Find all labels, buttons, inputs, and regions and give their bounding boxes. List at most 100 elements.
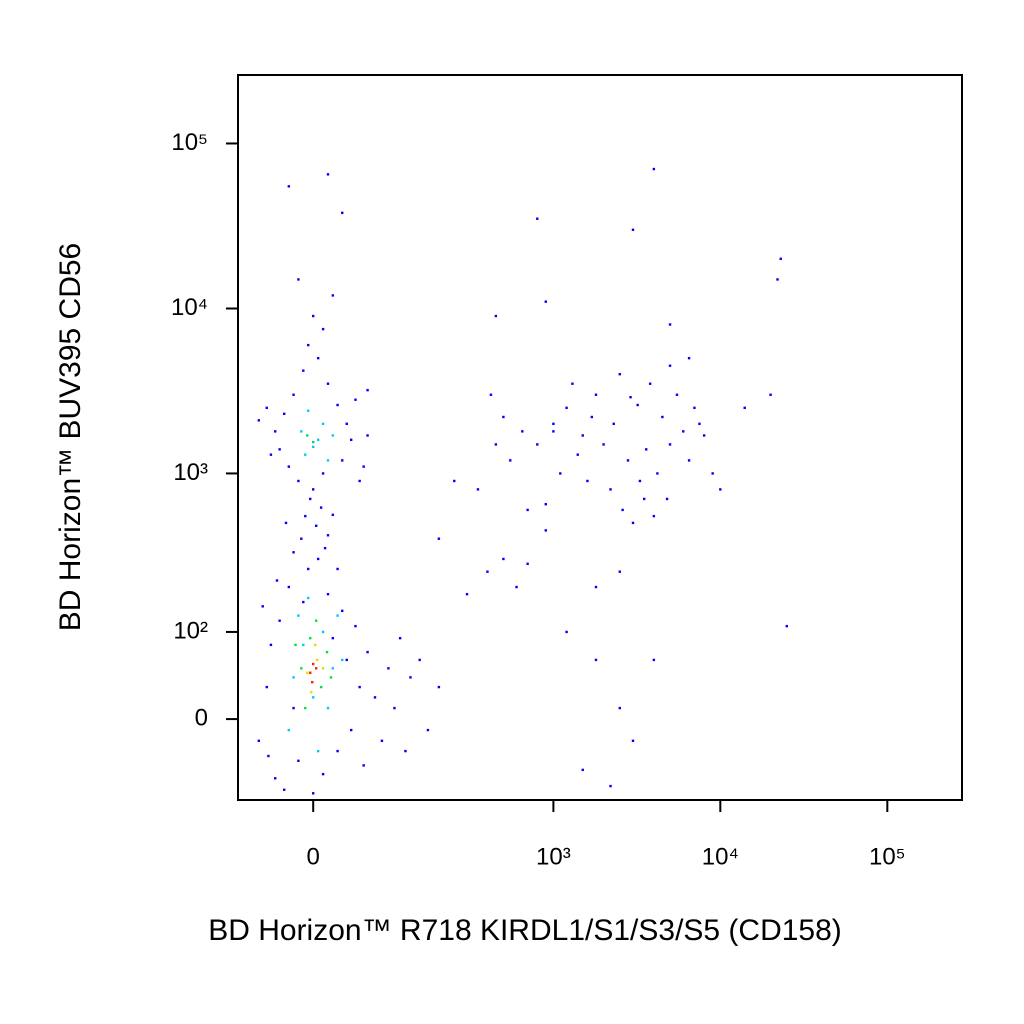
point xyxy=(275,579,279,582)
point xyxy=(325,650,329,654)
point xyxy=(297,278,300,281)
point xyxy=(304,453,307,456)
point xyxy=(609,488,612,491)
point xyxy=(362,465,365,468)
y-tick-label: 10⁴ xyxy=(171,294,208,321)
point xyxy=(631,521,635,525)
point xyxy=(326,592,330,596)
point xyxy=(453,479,456,483)
point xyxy=(316,749,320,753)
point xyxy=(565,406,568,410)
point xyxy=(302,600,305,604)
point xyxy=(312,440,315,444)
point xyxy=(652,658,656,662)
point xyxy=(287,465,291,468)
point xyxy=(331,636,335,640)
point xyxy=(287,728,291,732)
point xyxy=(319,685,323,689)
point xyxy=(314,619,318,622)
point xyxy=(645,448,648,451)
point xyxy=(509,459,512,462)
point xyxy=(398,636,402,640)
point xyxy=(594,585,598,589)
point xyxy=(785,624,788,628)
point xyxy=(336,403,339,407)
point xyxy=(594,658,598,662)
point xyxy=(769,393,772,396)
point xyxy=(661,415,664,419)
point xyxy=(521,430,524,433)
point xyxy=(544,503,547,506)
point xyxy=(292,551,295,554)
point xyxy=(292,676,295,679)
point xyxy=(274,777,277,780)
point xyxy=(362,764,365,767)
point xyxy=(711,472,714,475)
point xyxy=(349,438,353,442)
point xyxy=(297,759,300,762)
point xyxy=(687,356,691,360)
point xyxy=(257,419,261,422)
point xyxy=(309,671,312,674)
point xyxy=(476,488,480,491)
point xyxy=(602,443,605,446)
x-tick-label: 10³ xyxy=(536,843,571,870)
point xyxy=(312,696,315,699)
point xyxy=(261,605,264,608)
point xyxy=(321,472,325,475)
x-axis-title: BD Horizon™ R718 KIRDL1/S1/S3/S5 (CD158) xyxy=(208,914,842,947)
point xyxy=(297,614,300,617)
point xyxy=(326,459,330,462)
point xyxy=(326,706,330,710)
point xyxy=(621,508,624,512)
point xyxy=(326,534,330,537)
point xyxy=(779,257,782,261)
point xyxy=(354,624,357,628)
point xyxy=(565,630,568,634)
point xyxy=(321,327,325,331)
point xyxy=(590,415,594,419)
point xyxy=(393,706,396,710)
point xyxy=(626,459,630,462)
point xyxy=(312,662,315,666)
point xyxy=(618,706,621,710)
point xyxy=(331,667,335,670)
point xyxy=(326,382,330,385)
point xyxy=(315,658,319,662)
point xyxy=(631,228,635,231)
point xyxy=(341,658,344,662)
point xyxy=(526,508,529,512)
point xyxy=(366,388,369,392)
point xyxy=(265,406,268,410)
point xyxy=(331,434,335,437)
point xyxy=(311,680,314,684)
point xyxy=(312,445,315,449)
point xyxy=(278,448,281,451)
point xyxy=(652,167,656,171)
point xyxy=(267,754,270,758)
point xyxy=(329,676,333,679)
point xyxy=(552,430,555,433)
point xyxy=(341,609,344,613)
point xyxy=(321,772,325,776)
point xyxy=(336,614,339,617)
point xyxy=(465,592,469,596)
point xyxy=(287,585,291,589)
point xyxy=(656,472,659,475)
plot-frame xyxy=(237,74,963,801)
point xyxy=(358,685,361,689)
point xyxy=(494,443,498,446)
point xyxy=(387,667,390,670)
point xyxy=(526,562,529,566)
point xyxy=(719,488,722,491)
point xyxy=(278,619,281,622)
point xyxy=(668,323,672,326)
point xyxy=(297,479,300,483)
point xyxy=(300,667,303,670)
point xyxy=(581,768,584,772)
point xyxy=(559,472,562,475)
point xyxy=(321,667,325,670)
point xyxy=(631,739,635,743)
